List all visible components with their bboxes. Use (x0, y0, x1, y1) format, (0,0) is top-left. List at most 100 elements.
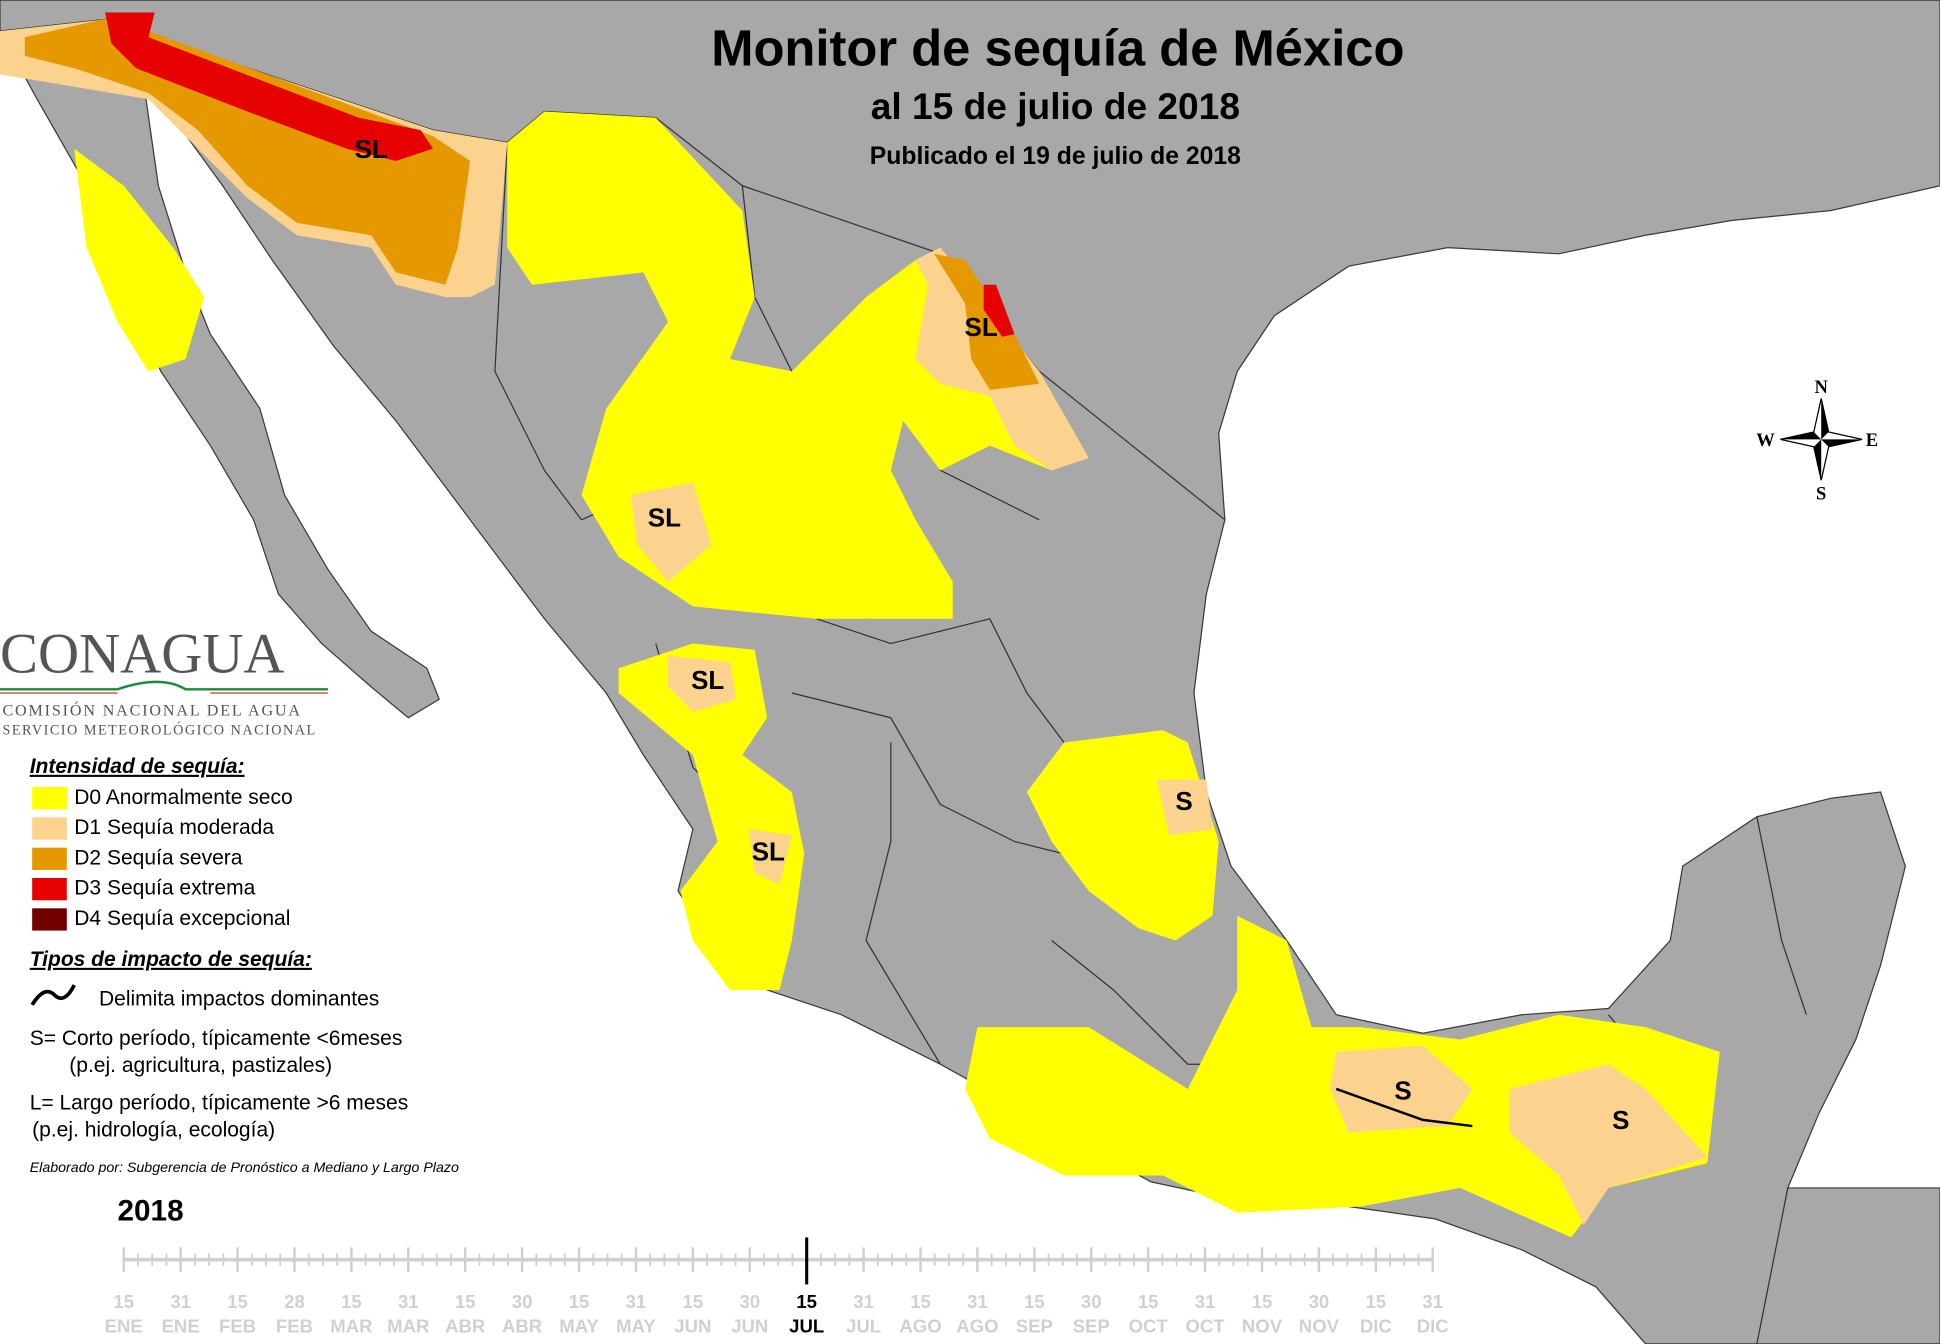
timeline-day: 15 (113, 1291, 134, 1312)
d2-sonora (24, 18, 471, 285)
d2-areas (24, 18, 1040, 390)
d3-areas (105, 12, 1015, 337)
timeline-month: DIC (1417, 1316, 1449, 1337)
timeline-day: 31 (967, 1291, 988, 1312)
timeline-day: 31 (853, 1291, 874, 1312)
impact-label: S (1394, 1076, 1411, 1106)
logo-name: CONAGUA (0, 623, 285, 686)
timeline-month: OCT (1129, 1316, 1169, 1337)
d2-tamaulipas (934, 253, 1040, 390)
credit: Elaborado por: Subgerencia de Pronóstico… (30, 1160, 459, 1176)
d3-sonora (105, 12, 434, 162)
legend-label: D3 Sequía extrema (74, 877, 255, 900)
legend-swatch (32, 817, 67, 840)
d0-west (618, 643, 805, 990)
timeline-month: FEB (276, 1316, 313, 1337)
timeline-month: AGO (899, 1316, 941, 1337)
impact-outline (1335, 1087, 1473, 1128)
d1-veracruz (1156, 779, 1213, 836)
timeline-month: JUL (789, 1316, 824, 1337)
timeline-month: JUN (674, 1316, 711, 1337)
timeline: 2018 15 ENE 31 ENE 15 FEB 28 FEB 15 MAR 31 MAR 15 ABR… (105, 1195, 1449, 1337)
published: Publicado el 19 de julio de 2018 (870, 143, 1241, 170)
d1-sinaloa (668, 655, 737, 712)
legend: Intensidad de sequía: Tipos de impacto d… (30, 755, 459, 1176)
timeline-day: 30 (1309, 1291, 1330, 1312)
timeline-month: MAY (559, 1316, 599, 1337)
impact-label: SL (648, 503, 681, 533)
timeline-month: SEP (1073, 1316, 1110, 1337)
compass-n: N (1815, 377, 1829, 398)
impact-label: S (1175, 786, 1192, 816)
compass-rose: N E S W (1756, 377, 1878, 504)
timeline-month: ABR (445, 1316, 486, 1337)
legend-swatch (32, 878, 67, 901)
timeline-month: ABR (502, 1316, 543, 1337)
d0-baja (74, 148, 205, 372)
legend-intensity-title: Intensidad de sequía: (30, 755, 245, 778)
legend-swatch (32, 908, 67, 931)
logo-line1: COMISIÓN NACIONAL DEL AGUA (2, 700, 301, 719)
legend-label: D0 Anormalmente seco (74, 786, 292, 809)
compass-w: W (1756, 430, 1775, 451)
timeline-day: 15 (1252, 1291, 1273, 1312)
impact-label: SL (691, 665, 724, 695)
timeline-month: ENE (105, 1316, 143, 1337)
timeline-day: 15 (910, 1291, 931, 1312)
timeline-month: SEP (1016, 1316, 1053, 1337)
timeline-month: JUN (731, 1316, 768, 1337)
timeline-month: FEB (219, 1316, 256, 1337)
legend-impact-title: Tipos de impacto de sequía: (30, 948, 312, 971)
impact-label: S (1612, 1105, 1629, 1135)
timeline-month: NOV (1242, 1316, 1283, 1337)
d3-tamaulipas (983, 284, 1015, 337)
legend-label: D4 Sequía excepcional (74, 907, 290, 930)
timeline-day: 15 (683, 1291, 704, 1312)
timeline-day: 31 (1422, 1291, 1443, 1312)
legend-swatch (32, 847, 67, 870)
subtitle: al 15 de julio de 2018 (871, 85, 1240, 127)
legend-label: D1 Sequía moderada (74, 816, 274, 839)
timeline-month: AGO (956, 1316, 998, 1337)
timeline-day: 15 (227, 1291, 248, 1312)
compass-e: E (1866, 430, 1878, 451)
timeline-day: 15 (1365, 1291, 1386, 1312)
timeline-month: MAR (330, 1316, 373, 1337)
timeline-day: 15 (1024, 1291, 1045, 1312)
impact-line-symbol (30, 984, 76, 1006)
logo-line2: SERVICIO METEOROLÓGICO NACIONAL (2, 722, 316, 739)
timeline-day: 31 (170, 1291, 191, 1312)
timeline-day: 31 (1195, 1291, 1216, 1312)
timeline-day: 15 (796, 1291, 817, 1312)
impact-label: SL (355, 134, 388, 164)
timeline-day: 30 (512, 1291, 533, 1312)
timeline-month: ENE (162, 1316, 200, 1337)
legend-long-term: L= Largo período, típicamente >6 meses (30, 1091, 409, 1114)
timeline-day: 15 (455, 1291, 476, 1312)
timeline-day: 15 (341, 1291, 362, 1312)
d1-durango (630, 482, 712, 582)
d1-oaxaca (1330, 1045, 1473, 1133)
legend-long-term-example: (p.ej. hidrología, ecología) (32, 1119, 275, 1142)
mainland-mexico (147, 33, 1940, 1344)
timeline-day: 30 (739, 1291, 760, 1312)
timeline-day: 15 (1138, 1291, 1159, 1312)
legend-label: D2 Sequía severa (74, 846, 243, 869)
legend-impact-line: Delimita impactos dominantes (99, 987, 379, 1010)
compass-s: S (1816, 483, 1826, 504)
timeline-month: OCT (1185, 1316, 1225, 1337)
timeline-year: 2018 (118, 1195, 184, 1228)
timeline-month: JUL (846, 1316, 881, 1337)
legend-short-term-example: (p.ej. agricultura, pastizales) (69, 1054, 332, 1077)
timeline-day: 15 (569, 1291, 590, 1312)
timeline-day: 30 (1081, 1291, 1102, 1312)
timeline-month: NOV (1299, 1316, 1340, 1337)
timeline-month: MAR (387, 1316, 430, 1337)
legend-short-term: S= Corto período, típicamente <6meses (30, 1027, 403, 1050)
timeline-day: 31 (398, 1291, 419, 1312)
legend-swatch (32, 787, 67, 810)
impact-label: SL (965, 312, 998, 342)
